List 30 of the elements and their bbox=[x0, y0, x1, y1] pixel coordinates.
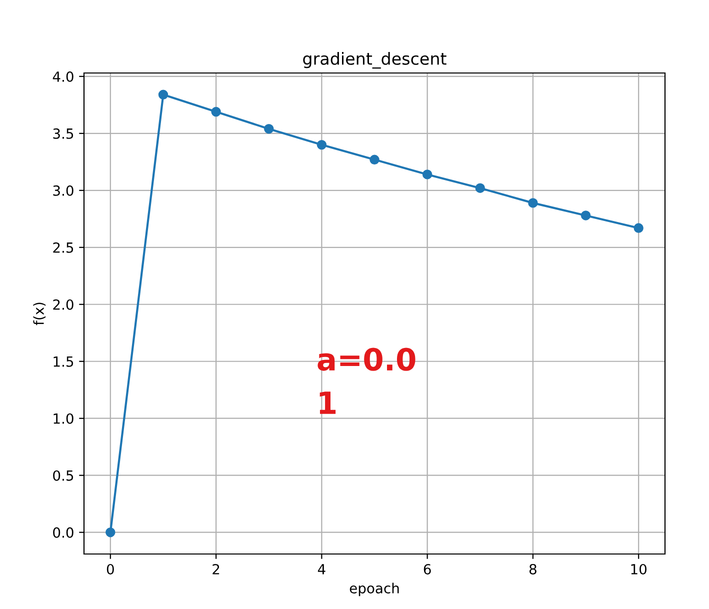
chart-title: gradient_descent bbox=[303, 52, 446, 69]
y-tick-label: 0.0 bbox=[53, 527, 74, 538]
point bbox=[264, 124, 274, 134]
point bbox=[422, 170, 432, 180]
point bbox=[634, 223, 644, 233]
point bbox=[106, 527, 116, 538]
point bbox=[316, 140, 327, 150]
y-tick-label: 2.5 bbox=[53, 242, 74, 253]
point bbox=[580, 210, 591, 220]
x-tick-label: 8 bbox=[529, 564, 536, 574]
x-tick-label: 6 bbox=[424, 564, 431, 574]
y-tick-label: 2.0 bbox=[53, 299, 74, 310]
y-tick-label: 4.0 bbox=[52, 71, 74, 82]
x-tick-label: 4 bbox=[318, 564, 326, 574]
x-axis-title: epoach bbox=[350, 582, 399, 596]
y-tick-label: 1.0 bbox=[54, 413, 74, 424]
x-tick-label: 2 bbox=[212, 564, 220, 574]
y-tick-label: 3.0 bbox=[53, 185, 74, 196]
point bbox=[475, 183, 485, 193]
x-tick-label: 0 bbox=[106, 564, 114, 574]
y-axis-title: f(x) bbox=[33, 302, 46, 326]
y-tick-label: 1.5 bbox=[54, 356, 74, 367]
y-tick-label: 3.5 bbox=[53, 128, 74, 139]
y-tick-label: 0.5 bbox=[53, 470, 74, 481]
point bbox=[211, 106, 221, 117]
x-tick-label: 10 bbox=[631, 564, 647, 574]
point bbox=[158, 90, 168, 100]
point bbox=[528, 198, 538, 208]
annotation: a=0.0 1 bbox=[318, 348, 416, 414]
point bbox=[370, 154, 380, 164]
